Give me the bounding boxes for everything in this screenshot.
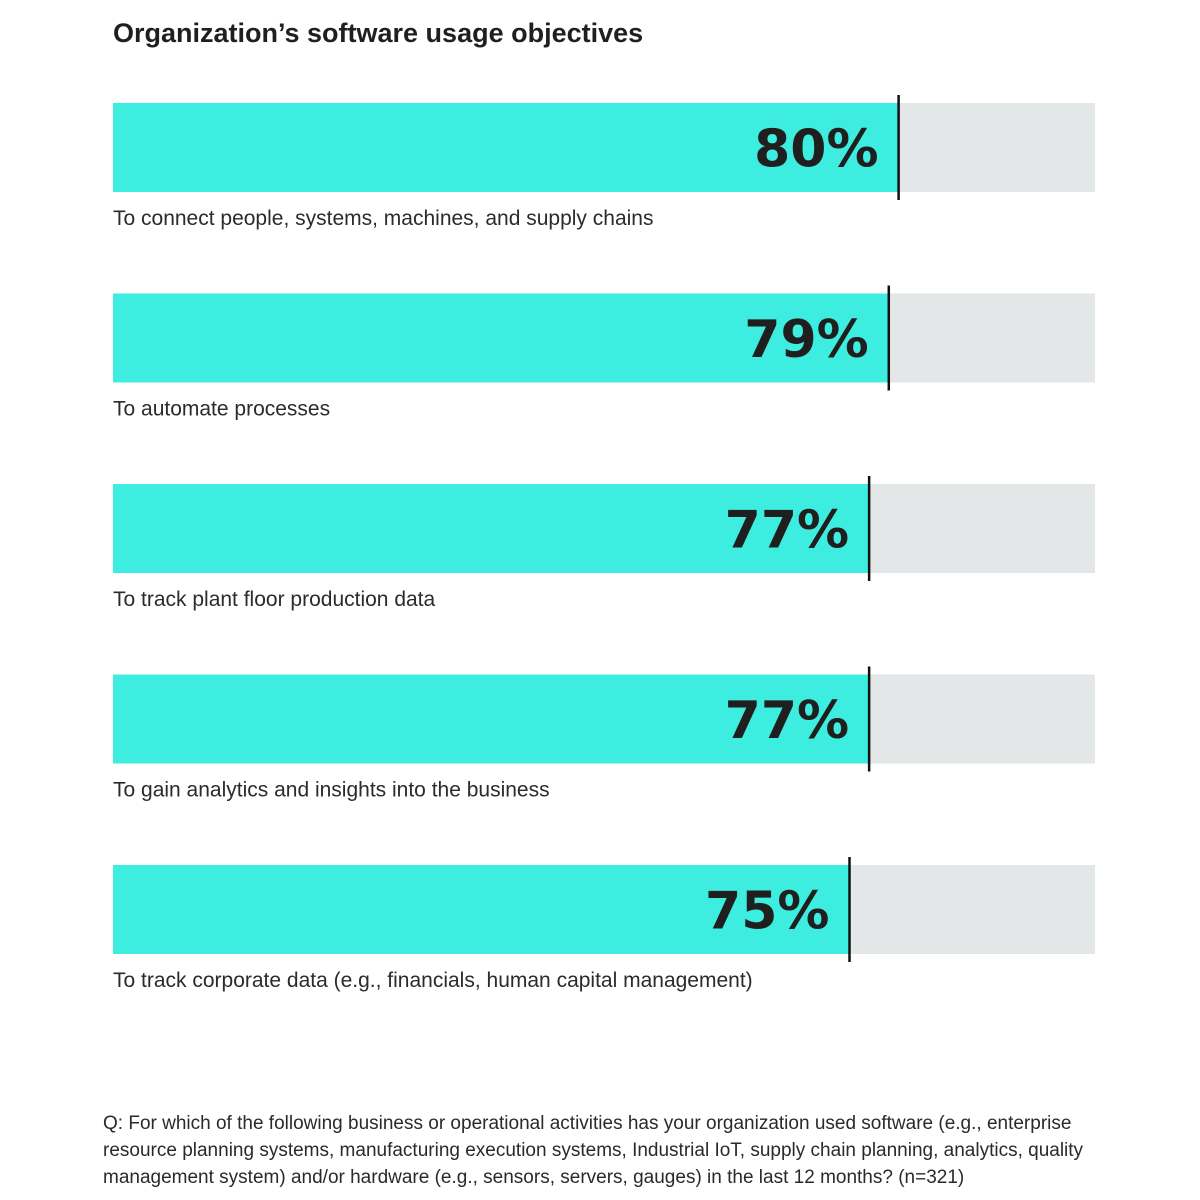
chart-title: Organization’s software usage objectives [113,18,644,48]
data-label: 77% [725,501,849,561]
bar-group: 79% To automate processes [113,285,1095,421]
data-label: 77% [725,691,849,751]
bar-chart: 80% To connect people, systems, machines,… [113,95,1095,992]
data-label: 79% [744,310,868,370]
category-label: To gain analytics and insights into the … [113,779,550,802]
bar [113,293,889,383]
bar-group: 75% To track corporate data (e.g., financ… [113,857,1095,992]
survey-question-footnote: Q: For which of the following business o… [103,1113,1084,1188]
category-label: To automate processes [113,398,330,421]
bar-group: 77% To gain analytics and insights into t… [113,666,1095,802]
bar [113,865,850,954]
category-label: To track corporate data (e.g., financial… [113,969,753,992]
bar-group: 80% To connect people, systems, machines,… [113,95,1095,230]
bar [113,103,899,192]
bar-group: 77% To track plant floor production data [113,476,1095,611]
bar [113,484,870,573]
data-label: 80% [754,120,878,180]
bar [113,674,870,764]
category-label: To track plant floor production data [113,588,436,611]
data-label: 75% [705,882,829,942]
category-label: To connect people, systems, machines, an… [113,207,653,230]
